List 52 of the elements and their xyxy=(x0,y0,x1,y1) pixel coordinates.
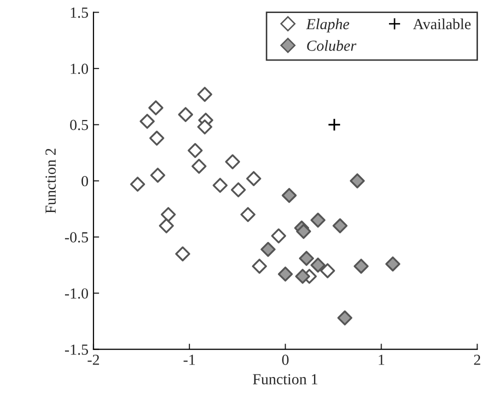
point xyxy=(130,176,146,192)
y-tick-label: 0 xyxy=(82,176,88,186)
point xyxy=(178,107,194,122)
point xyxy=(246,171,262,186)
x-tick-label: 0 xyxy=(282,354,289,365)
point xyxy=(271,228,286,244)
point xyxy=(150,168,166,183)
point xyxy=(197,119,212,134)
point xyxy=(298,250,314,266)
point xyxy=(140,114,155,129)
point xyxy=(337,310,352,326)
point xyxy=(225,154,240,170)
y-tick-label: -0.5 xyxy=(65,232,88,243)
point xyxy=(197,86,212,102)
point xyxy=(282,188,297,203)
legend-label: Available xyxy=(413,18,471,30)
legend-label: Elaphe xyxy=(306,18,350,32)
point xyxy=(295,268,310,284)
y-tick-label: 1.0 xyxy=(70,64,88,74)
point xyxy=(310,258,326,273)
point xyxy=(212,178,228,193)
point xyxy=(148,100,164,116)
point xyxy=(354,258,369,274)
legend-label: Coluber xyxy=(307,40,356,51)
x-tick-label: 2 xyxy=(474,354,480,365)
y-axis-title: Function 2 xyxy=(46,148,56,214)
y-tick-label: -1.5 xyxy=(65,344,88,355)
y-tick-label: -1.0 xyxy=(65,288,88,299)
point xyxy=(158,218,174,234)
point xyxy=(278,266,293,282)
point xyxy=(328,118,341,132)
point xyxy=(252,258,267,274)
point xyxy=(160,207,176,222)
point xyxy=(240,207,256,222)
y-tick-label: 0.5 xyxy=(70,120,88,130)
point xyxy=(332,218,348,234)
x-tick-label: 1 xyxy=(378,354,384,365)
point xyxy=(350,173,365,188)
y-tick-label: 1.5 xyxy=(70,8,88,18)
point xyxy=(192,158,207,174)
point xyxy=(320,263,336,278)
point xyxy=(260,242,276,257)
x-tick-label: -2 xyxy=(88,354,99,365)
point xyxy=(385,256,400,272)
point xyxy=(230,182,246,198)
point xyxy=(149,130,164,146)
x-tick-label: -1 xyxy=(184,354,195,365)
point xyxy=(175,246,190,262)
x-axis-title: Function 1 xyxy=(252,374,318,384)
point xyxy=(310,212,326,228)
point xyxy=(188,143,203,158)
point xyxy=(296,224,312,239)
